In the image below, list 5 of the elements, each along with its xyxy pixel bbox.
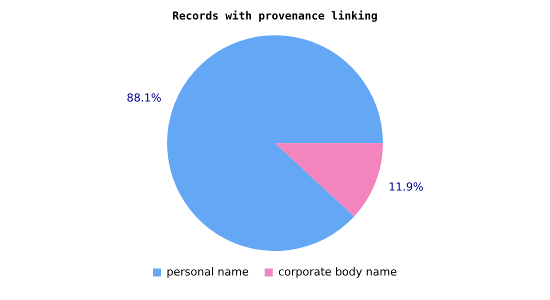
data-label: 11.9%: [388, 180, 424, 194]
legend-label: corporate body name: [278, 265, 398, 278]
legend-label: personal name: [166, 265, 249, 278]
chart-title: Records with provenance linking: [172, 9, 378, 22]
data-label: 88.1%: [126, 91, 162, 104]
